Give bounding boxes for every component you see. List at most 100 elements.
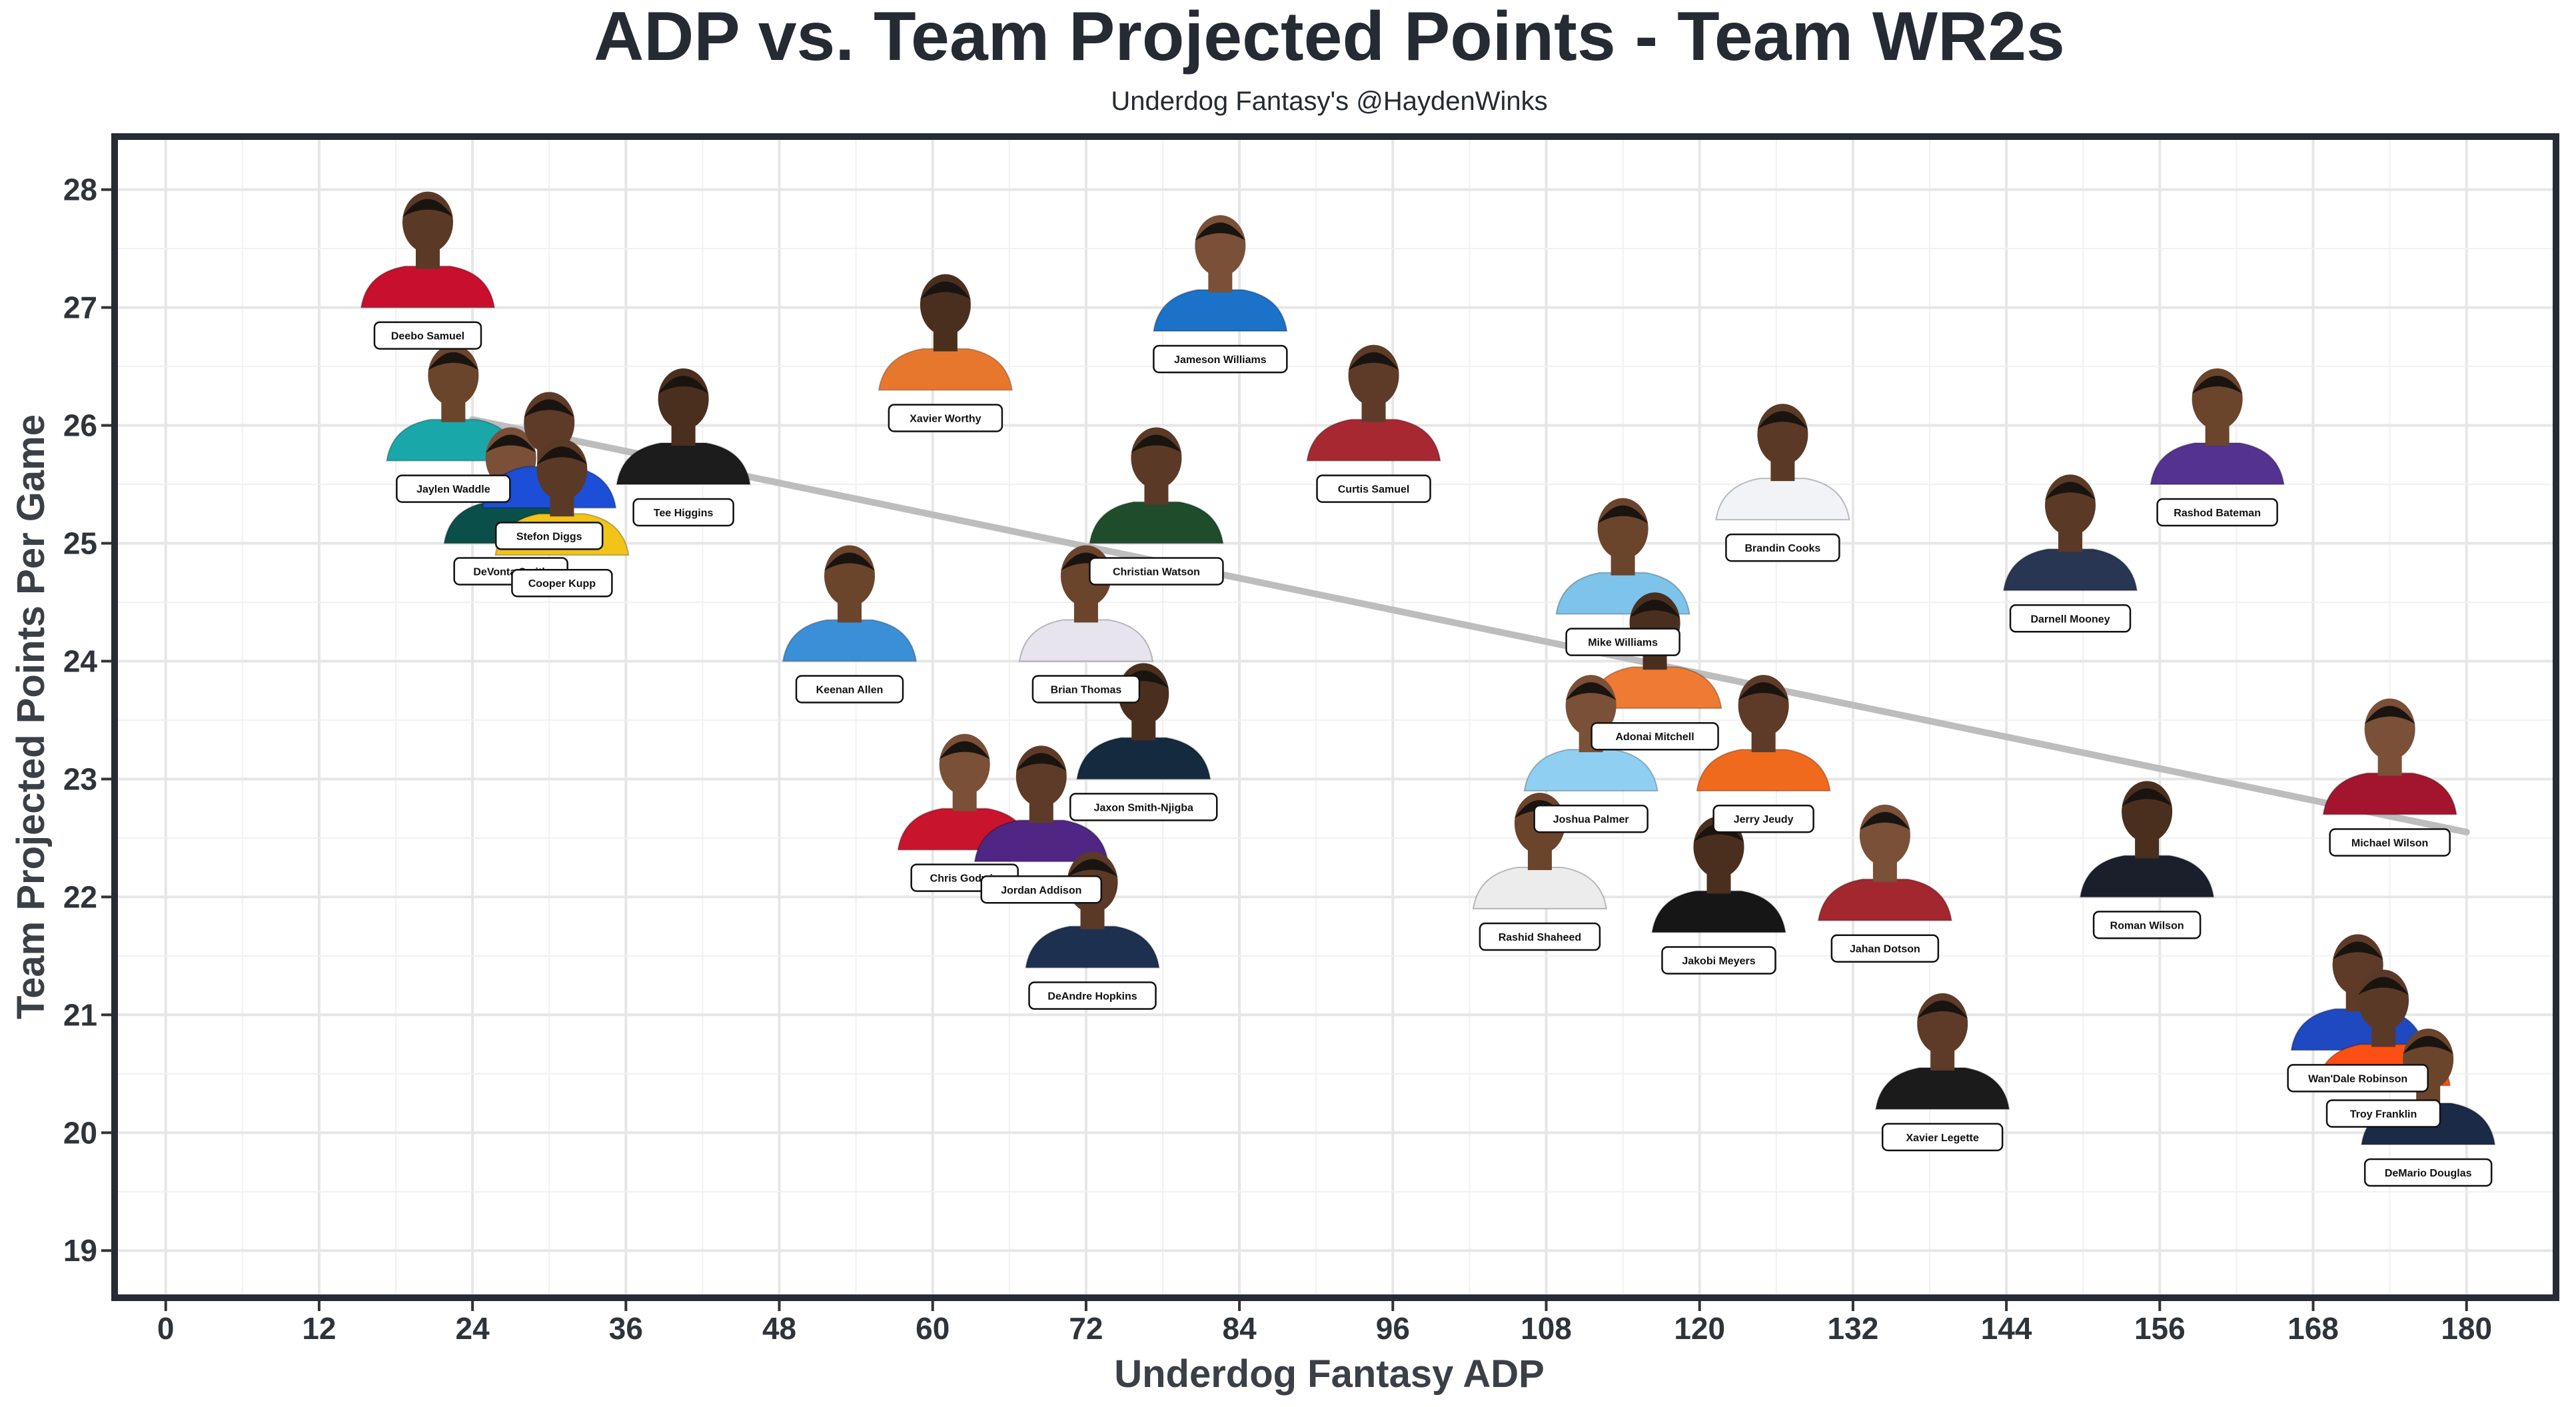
player-marker <box>973 745 1109 863</box>
x-tick-label: 48 <box>762 1311 796 1346</box>
player-hair <box>824 552 876 571</box>
player-label-box <box>2287 1064 2429 1093</box>
chart-title: ADP vs. Team Projected Points - Team WR2… <box>594 0 2065 75</box>
player-hair <box>920 281 971 300</box>
player-hair <box>1597 505 1648 524</box>
player-hair <box>524 399 575 418</box>
player-marker <box>1651 816 1786 933</box>
player-name: Deebo Samuel <box>391 331 464 342</box>
y-tick-label: 24 <box>63 644 98 678</box>
player-hair <box>1348 352 1399 370</box>
player-label: Cooper Kupp <box>511 568 613 598</box>
player-name: Jaxon Smith-Njigba <box>1094 802 1193 813</box>
player-label-box <box>1661 946 1776 975</box>
player-label-box <box>2092 911 2202 939</box>
player-label: DeAndre Hopkins <box>1028 981 1157 1010</box>
player-name: Rashid Shaheed <box>1499 932 1581 943</box>
player-label: Stefon Diggs <box>494 522 604 550</box>
player-jersey <box>1025 925 1160 969</box>
y-tick-label: 20 <box>63 1115 97 1150</box>
player-marker <box>1018 545 1154 662</box>
player-name: Michael Wilson <box>2351 837 2428 849</box>
player-label-box <box>1830 934 1940 963</box>
player-jersey <box>973 819 1109 863</box>
plot-border <box>111 133 2559 1301</box>
player-jersey <box>1472 867 1608 910</box>
player-name: Curtis Samuel <box>1338 484 1410 496</box>
player-label: Darnell Mooney <box>2009 604 2132 633</box>
player-jersey <box>1715 478 1850 521</box>
player-label: Christian Watson <box>1089 557 1224 586</box>
player-hair <box>428 352 479 370</box>
player-name: Christian Watson <box>1113 566 1200 578</box>
x-tick-label: 96 <box>1376 1311 1410 1346</box>
x-tick-label: 144 <box>1981 1311 2032 1346</box>
player-marker <box>1523 675 1658 792</box>
x-tick-label: 156 <box>2134 1311 2186 1346</box>
player-label-box <box>396 474 511 503</box>
player-label-box <box>1712 804 1814 833</box>
x-tick-label: 72 <box>1069 1311 1103 1346</box>
player-marker <box>360 191 496 308</box>
player-label-box <box>1028 981 1157 1010</box>
player-hair <box>1131 434 1182 453</box>
player-marker <box>2322 698 2457 815</box>
player-label: Brian Thomas <box>1031 675 1141 704</box>
player-hair <box>2403 1035 2454 1054</box>
player-name: Xavier Worthy <box>910 413 981 424</box>
player-hair <box>2122 788 2173 807</box>
player-name: DeAndre Hopkins <box>1047 991 1137 1003</box>
x-tick-label: 108 <box>1521 1311 1572 1346</box>
x-tick-label: 180 <box>2441 1311 2492 1346</box>
player-hair <box>1565 682 1616 701</box>
x-tick-label: 84 <box>1223 1311 1257 1346</box>
player-hair <box>1757 411 1808 430</box>
player-label-box <box>511 568 613 598</box>
player-label-box <box>2329 828 2451 857</box>
player-label: Rashod Bateman <box>2156 498 2278 527</box>
player-hair <box>1738 682 1789 701</box>
player-marker <box>2002 474 2138 592</box>
player-label: Tee Higgins <box>632 498 734 527</box>
player-label: Jerry Jeudy <box>1712 804 1814 833</box>
player-jersey <box>2150 442 2285 486</box>
player-name: Jerry Jeudy <box>1734 814 1794 825</box>
player-jersey <box>1651 890 1786 933</box>
player-label: Jahan Dotson <box>1830 934 1940 963</box>
player-label: Xavier Legette <box>1881 1123 2004 1152</box>
player-jersey <box>1089 501 1224 544</box>
player-label-box <box>2156 498 2278 527</box>
player-marker <box>1715 404 1850 521</box>
x-tick-label: 60 <box>916 1311 950 1346</box>
player-name: Stefon Diggs <box>516 531 582 542</box>
x-tick-label: 12 <box>302 1311 336 1346</box>
player-label-box <box>494 522 604 550</box>
player-name: Jordan Addison <box>1001 885 1081 896</box>
player-name: Mike Williams <box>1588 638 1658 649</box>
player-name: Wan'Dale Robinson <box>2308 1073 2407 1085</box>
player-label: Jaylen Waddle <box>396 474 511 503</box>
player-label-box <box>2325 1099 2441 1128</box>
player-marker <box>1817 804 1953 921</box>
y-axis-ticks: 19 20 21 22 23 24 25 26 27 28 <box>63 173 111 1268</box>
player-label: Mike Williams <box>1565 628 1680 656</box>
player-label-box <box>1069 793 1218 821</box>
player-name: Xavier Legette <box>1906 1133 1979 1144</box>
player-hair <box>1118 670 1169 689</box>
player-marker <box>782 545 918 662</box>
player-jersey <box>1875 1067 2010 1110</box>
player-marker <box>878 274 1013 391</box>
player-jersey <box>1817 878 1953 921</box>
player-label-box <box>1591 721 1719 751</box>
player-label-box <box>888 404 1003 432</box>
player-label: Xavier Worthy <box>888 404 1003 432</box>
trendline <box>469 416 2470 836</box>
x-tick-label: 168 <box>2287 1311 2339 1346</box>
player-hair <box>1629 600 1680 618</box>
player-label-box <box>1031 675 1141 704</box>
player-label: Keenan Allen <box>795 675 904 704</box>
y-tick-label: 22 <box>63 879 97 914</box>
y-axis-label: Team Projected Points Per Game <box>9 414 53 1019</box>
